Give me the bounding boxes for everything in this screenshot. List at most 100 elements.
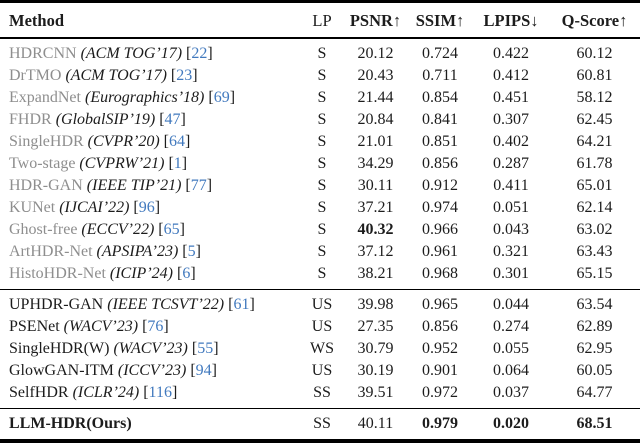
table-row: Ghost-free (ECCV’22) [65] S 40.32 0.966 0.04… bbox=[0, 219, 640, 241]
method-name: HDRCNN bbox=[9, 44, 77, 62]
citation-link[interactable]: 76 bbox=[147, 318, 164, 336]
psnr-cell: 20.84 bbox=[357, 110, 394, 128]
method-cell: SelfHDR (ICLR’24) [116] bbox=[9, 384, 178, 402]
citation-link[interactable]: 61 bbox=[233, 296, 250, 314]
qscore-cell: 68.51 bbox=[576, 415, 613, 433]
col-header-lpips: LPIPS↓ bbox=[483, 11, 539, 30]
lpips-cell: 0.451 bbox=[493, 88, 529, 106]
table-row: HistoHDR-Net (ICIP’24) [6] S 38.21 0.968 0.3… bbox=[0, 263, 640, 285]
method-name: GlowGAN-ITM bbox=[9, 362, 114, 380]
col-header-ssim: SSIM↑ bbox=[415, 11, 465, 30]
ssim-cell: 0.856 bbox=[422, 154, 458, 172]
psnr-cell: 39.51 bbox=[357, 384, 394, 402]
qscore-cell: 58.12 bbox=[576, 88, 613, 106]
method-cell: GlowGAN-ITM (ICCV’23) [94] bbox=[9, 362, 217, 380]
method-cell: ArtHDR-Net (APSIPA’23) [5] bbox=[9, 242, 201, 260]
qscore-cell: 64.21 bbox=[576, 132, 613, 150]
lp-cell: SS bbox=[313, 384, 331, 402]
venue-label: (WACV’23) bbox=[109, 340, 188, 358]
lpips-cell: 0.044 bbox=[493, 296, 529, 314]
citation-link[interactable]: 47 bbox=[164, 110, 181, 128]
ssim-cell: 0.856 bbox=[422, 318, 458, 336]
lpips-cell: 0.411 bbox=[493, 176, 529, 194]
lpips-cell: 0.402 bbox=[493, 132, 529, 150]
citation-link[interactable]: 5 bbox=[187, 242, 196, 260]
qscore-cell: 62.14 bbox=[576, 198, 613, 216]
method-cell: HDRCNN (ACM TOG’17) [22] bbox=[9, 44, 213, 62]
ssim-cell: 0.912 bbox=[422, 176, 458, 194]
lp-cell: S bbox=[317, 66, 327, 84]
citation-link[interactable]: 94 bbox=[195, 362, 212, 380]
citation-link[interactable]: 64 bbox=[168, 132, 185, 150]
psnr-cell: 40.32 bbox=[357, 220, 394, 238]
psnr-cell: 34.29 bbox=[357, 154, 394, 172]
venue-label: (CVPR’20) bbox=[83, 132, 160, 150]
lp-cell: S bbox=[317, 88, 327, 106]
table-row: DrTMO (ACM TOG’17) [23] S 20.43 0.711 0.412 6… bbox=[0, 65, 640, 87]
lp-cell: S bbox=[317, 132, 327, 150]
venue-label: (ICLR’24) bbox=[68, 384, 140, 402]
citation-link[interactable]: 6 bbox=[182, 264, 191, 282]
citation-link[interactable]: 116 bbox=[148, 384, 172, 402]
method-name: DrTMO bbox=[9, 66, 62, 84]
method-name: ExpandNet bbox=[9, 88, 81, 106]
method-cell: SingleHDR(W) (WACV’23) [55] bbox=[9, 340, 219, 358]
table-body-ours: LLM-HDR(Ours) SS 40.11 0.979 0.020 68.51 bbox=[0, 409, 640, 439]
lp-cell: US bbox=[311, 362, 333, 380]
lpips-cell: 0.043 bbox=[493, 220, 529, 238]
venue-label: (GlobalSIP’19) bbox=[51, 110, 156, 128]
psnr-cell: 21.01 bbox=[357, 132, 394, 150]
table-row: ExpandNet (Eurographics’18) [69] S 21.44 0.… bbox=[0, 87, 640, 109]
venue-label: (IEEE TIP’21) bbox=[82, 176, 182, 194]
lpips-cell: 0.051 bbox=[493, 198, 529, 216]
venue-label: (ICCV’23) bbox=[113, 362, 187, 380]
citation-link[interactable]: 69 bbox=[213, 88, 230, 106]
qscore-cell: 60.81 bbox=[576, 66, 613, 84]
psnr-cell: 37.12 bbox=[357, 242, 394, 260]
citation-link[interactable]: 77 bbox=[190, 176, 207, 194]
table-bottom-rule bbox=[0, 439, 640, 443]
lpips-cell: 0.037 bbox=[493, 384, 529, 402]
lp-cell: S bbox=[317, 264, 327, 282]
lp-cell: S bbox=[317, 176, 327, 194]
venue-label: (IJCAI’22) bbox=[55, 198, 130, 216]
table-header-row: Method LP PSNR↑ SSIM↑ LPIPS↓ Q-Score↑ bbox=[0, 3, 640, 37]
citation-link[interactable]: 23 bbox=[176, 66, 193, 84]
header-bottom-rule bbox=[0, 37, 640, 39]
venue-label: (ICIP’24) bbox=[105, 264, 173, 282]
qscore-cell: 60.12 bbox=[576, 44, 613, 62]
lp-cell: US bbox=[311, 296, 333, 314]
method-cell: PSENet (WACV’23) [76] bbox=[9, 318, 169, 336]
method-cell: HDR-GAN (IEEE TIP’21) [77] bbox=[9, 176, 213, 194]
citation-link[interactable]: 1 bbox=[173, 154, 182, 172]
lpips-cell: 0.055 bbox=[493, 340, 529, 358]
method-name: HDR-GAN bbox=[9, 176, 83, 194]
venue-label: (ECCV’22) bbox=[77, 220, 155, 238]
col-header-psnr: PSNR↑ bbox=[349, 11, 402, 30]
table-row: SingleHDR (CVPR’20) [64] S 21.01 0.851 0.402… bbox=[0, 131, 640, 153]
table-row: Two-stage (CVPRW’21) [1] S 34.29 0.856 0.287… bbox=[0, 153, 640, 175]
table-row: HDR-GAN (IEEE TIP’21) [77] S 30.11 0.912 0.4… bbox=[0, 175, 640, 197]
citation-link[interactable]: 96 bbox=[138, 198, 155, 216]
citation-link[interactable]: 22 bbox=[191, 44, 208, 62]
lp-cell: SS bbox=[313, 415, 331, 433]
method-cell: SingleHDR (CVPR’20) [64] bbox=[9, 132, 191, 150]
table-row: ArtHDR-Net (APSIPA’23) [5] S 37.12 0.961 0.3… bbox=[0, 241, 640, 263]
method-name: PSENet bbox=[9, 318, 60, 336]
qscore-cell: 60.05 bbox=[576, 362, 613, 380]
citation-link[interactable]: 65 bbox=[163, 220, 180, 238]
method-name: SelfHDR bbox=[9, 384, 69, 402]
ssim-cell: 0.711 bbox=[422, 66, 458, 84]
ssim-cell: 0.854 bbox=[422, 88, 458, 106]
table-body-weak-self-unsupervised: UPHDR-GAN (IEEE TCSVT’22) [61] US 39.98 0.9… bbox=[0, 290, 640, 408]
method-cell: HistoHDR-Net (ICIP’24) [6] bbox=[9, 264, 196, 282]
method-cell: Two-stage (CVPRW’21) [1] bbox=[9, 154, 188, 172]
venue-label: (APSIPA’23) bbox=[92, 242, 179, 260]
group-separator-rule-2 bbox=[0, 408, 640, 410]
psnr-cell: 20.43 bbox=[357, 66, 394, 84]
citation-link[interactable]: 55 bbox=[197, 340, 214, 358]
method-suffix: (Ours) bbox=[86, 415, 132, 433]
ssim-cell: 0.952 bbox=[422, 340, 458, 358]
method-cell: UPHDR-GAN (IEEE TCSVT’22) [61] bbox=[9, 296, 255, 314]
qscore-cell: 63.54 bbox=[576, 296, 613, 314]
